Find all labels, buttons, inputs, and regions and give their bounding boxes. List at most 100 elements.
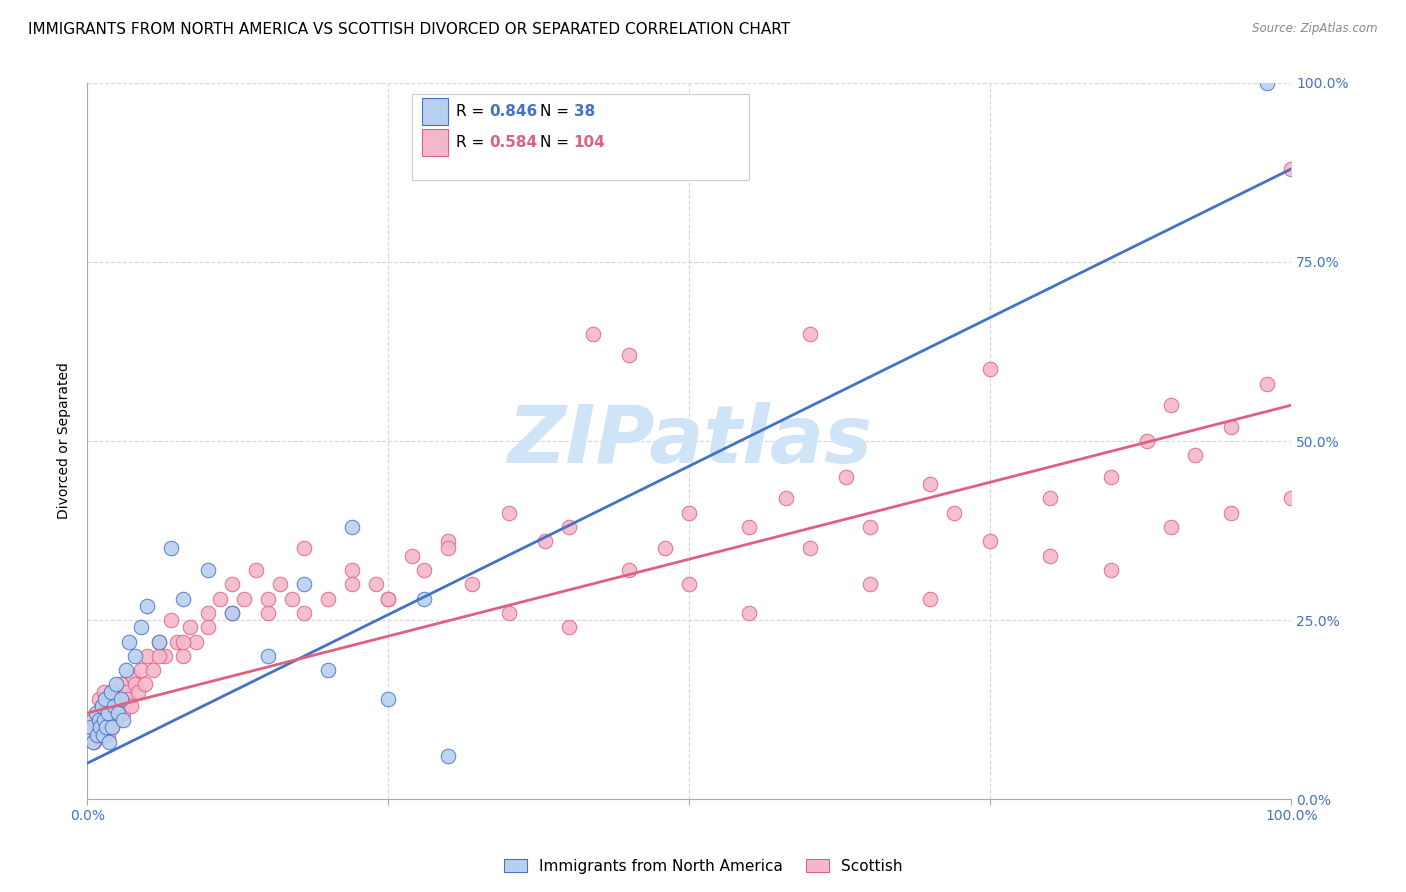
Point (377, 591, 399, 606)
Point (461, 577, 484, 591)
Point (97, 706, 120, 720)
Point (437, 749, 460, 764)
Point (437, 541, 460, 556)
Point (166, 634, 188, 648)
Point (93, 713, 115, 727)
Point (89, 713, 111, 727)
Point (184, 634, 207, 648)
Point (1220, 506, 1243, 520)
Point (117, 691, 139, 706)
Point (94, 691, 117, 706)
Point (114, 663, 136, 677)
Point (173, 591, 195, 606)
Point (920, 591, 942, 606)
Point (107, 698, 129, 713)
Text: R =: R = (456, 104, 489, 120)
Point (136, 648, 159, 663)
Point (256, 648, 278, 663)
Text: 104: 104 (574, 135, 606, 150)
Point (558, 520, 581, 534)
Point (316, 663, 339, 677)
Point (91, 713, 114, 727)
Point (155, 648, 177, 663)
Text: ZIPatlas: ZIPatlas (506, 402, 872, 480)
Point (89, 728, 111, 742)
Point (377, 691, 399, 706)
Point (173, 634, 195, 648)
Point (979, 362, 1001, 376)
Point (173, 648, 195, 663)
Point (105, 691, 128, 706)
Point (112, 706, 135, 720)
Point (97, 691, 120, 706)
Point (920, 477, 942, 491)
Point (232, 591, 254, 606)
Point (1160, 520, 1182, 534)
Point (105, 677, 128, 691)
Point (799, 541, 821, 556)
Point (148, 634, 170, 648)
Point (131, 620, 153, 634)
Point (118, 634, 141, 648)
Point (101, 721, 124, 735)
Text: Source: ZipAtlas.com: Source: ZipAtlas.com (1253, 22, 1378, 36)
Text: IMMIGRANTS FROM NORTH AMERICA VS SCOTTISH DIVORCED OR SEPARATED CORRELATION CHAR: IMMIGRANTS FROM NORTH AMERICA VS SCOTTIS… (28, 22, 790, 37)
Point (82, 713, 104, 727)
Point (281, 591, 304, 606)
Point (83, 735, 105, 749)
Point (738, 520, 761, 534)
Text: N =: N = (540, 135, 574, 150)
Point (97, 735, 120, 749)
Point (1279, 491, 1302, 506)
FancyBboxPatch shape (422, 98, 449, 125)
Point (100, 684, 122, 698)
Point (142, 663, 165, 677)
Point (413, 591, 436, 606)
Point (1039, 549, 1062, 563)
Point (134, 677, 156, 691)
Point (1099, 563, 1122, 577)
Point (107, 706, 129, 720)
Point (90, 698, 112, 713)
Point (558, 620, 581, 634)
Point (101, 721, 124, 735)
Point (340, 520, 363, 534)
Point (148, 648, 170, 663)
Text: 0.584: 0.584 (489, 135, 537, 150)
Point (738, 606, 761, 620)
Point (1039, 491, 1062, 506)
Point (1099, 470, 1122, 484)
Point (89, 721, 111, 735)
Point (1136, 434, 1159, 448)
Point (93, 684, 115, 698)
Point (124, 648, 146, 663)
Point (97, 728, 120, 742)
Point (131, 663, 153, 677)
Point (654, 541, 676, 556)
Point (617, 348, 640, 362)
Point (82, 735, 104, 749)
Point (292, 541, 315, 556)
Point (245, 563, 267, 577)
Point (366, 577, 388, 591)
Text: N =: N = (540, 104, 574, 120)
Text: R =: R = (456, 135, 489, 150)
Point (124, 677, 146, 691)
Point (498, 506, 520, 520)
Point (136, 599, 159, 613)
Point (197, 620, 219, 634)
Point (1279, 161, 1302, 176)
Point (979, 534, 1001, 549)
Point (859, 520, 882, 534)
Point (104, 706, 127, 720)
Point (221, 577, 243, 591)
Point (533, 534, 555, 549)
Point (96, 721, 118, 735)
FancyBboxPatch shape (422, 128, 449, 156)
Point (148, 634, 170, 648)
Point (112, 713, 135, 727)
Point (80, 721, 103, 735)
Point (617, 563, 640, 577)
Point (1184, 448, 1206, 462)
Point (1220, 419, 1243, 434)
